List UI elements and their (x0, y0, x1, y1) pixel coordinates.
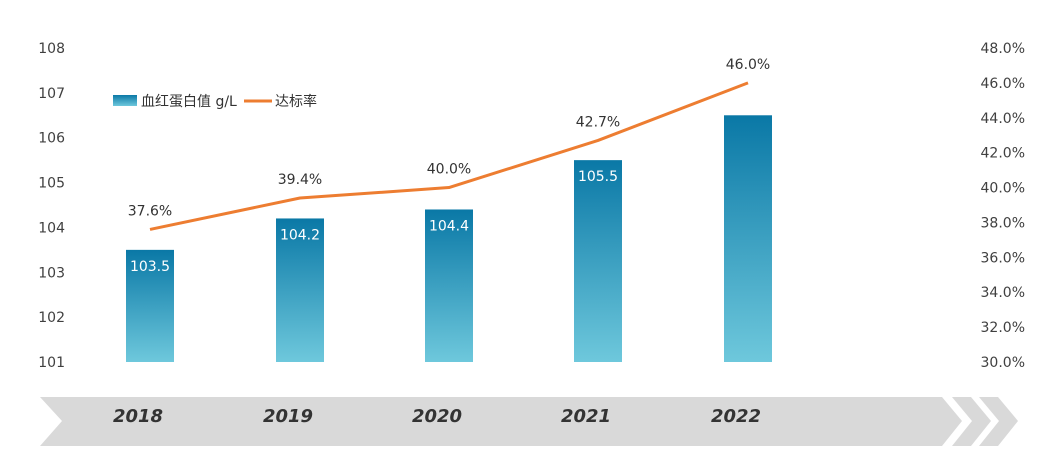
right-axis-tick: 46.0% (981, 76, 1025, 92)
line-series: 37.6% 39.4% 40.0% 42.7% 46.0% (128, 57, 770, 231)
left-axis: 101 102 103 104 105 106 107 108 (38, 41, 65, 371)
right-axis-tick: 34.0% (981, 285, 1025, 301)
line-data-label: 42.7% (576, 114, 620, 130)
legend: 血红蛋白值 g/L 达标率 (113, 93, 317, 110)
x-axis-label: 2018 (113, 406, 163, 427)
bar (425, 209, 473, 362)
legend-bar-label: 血红蛋白值 g/L (141, 94, 237, 110)
x-axis-labels: 2018 2019 2020 2021 2022 (113, 406, 761, 427)
left-axis-tick: 103 (38, 265, 65, 281)
line-path (149, 81, 749, 231)
bar (276, 218, 324, 362)
right-axis-tick: 44.0% (981, 111, 1025, 127)
timeline-band-body (40, 397, 962, 446)
line-data-label: 40.0% (427, 162, 471, 178)
left-axis-tick: 101 (38, 355, 65, 371)
timeline-chevron-2 (979, 397, 1018, 446)
right-axis-tick: 42.0% (981, 146, 1025, 162)
line-data-label: 39.4% (278, 172, 322, 188)
bar (724, 115, 772, 363)
legend-bar-swatch (113, 95, 137, 106)
left-axis-tick: 102 (38, 310, 65, 326)
right-axis: 30.0% 32.0% 34.0% 36.0% 38.0% 40.0% 42.0% 44.0%… (981, 41, 1025, 371)
x-axis-label: 2021 (561, 406, 611, 427)
bar-data-label: 105.5 (578, 169, 618, 185)
left-axis-tick: 108 (38, 41, 65, 57)
timeline-band (40, 397, 1018, 446)
left-axis-tick: 106 (38, 131, 65, 147)
bar (574, 160, 622, 362)
right-axis-tick: 30.0% (981, 355, 1025, 371)
left-axis-tick: 105 (38, 176, 65, 192)
right-axis-tick: 32.0% (981, 320, 1025, 336)
left-axis-tick: 104 (38, 220, 65, 236)
bar-data-label: 103.5 (130, 259, 170, 275)
right-axis-tick: 36.0% (981, 250, 1025, 266)
x-axis-label: 2019 (263, 406, 313, 427)
bar (126, 249, 174, 362)
line-data-label: 37.6% (128, 203, 172, 219)
bar-series: 103.5 104.2 104.4 105.5 (126, 115, 772, 363)
x-axis-label: 2020 (412, 406, 462, 427)
x-axis-label: 2022 (711, 406, 761, 427)
right-axis-tick: 48.0% (981, 41, 1025, 57)
right-axis-tick: 38.0% (981, 215, 1025, 231)
left-axis-tick: 107 (38, 86, 65, 102)
bar-data-label: 104.2 (280, 227, 320, 243)
right-axis-tick: 40.0% (981, 181, 1025, 197)
legend-line-label: 达标率 (275, 93, 317, 110)
timeline-chevron-1 (952, 397, 991, 446)
bar-data-label: 104.4 (429, 218, 469, 234)
line-data-label: 46.0% (726, 57, 770, 73)
